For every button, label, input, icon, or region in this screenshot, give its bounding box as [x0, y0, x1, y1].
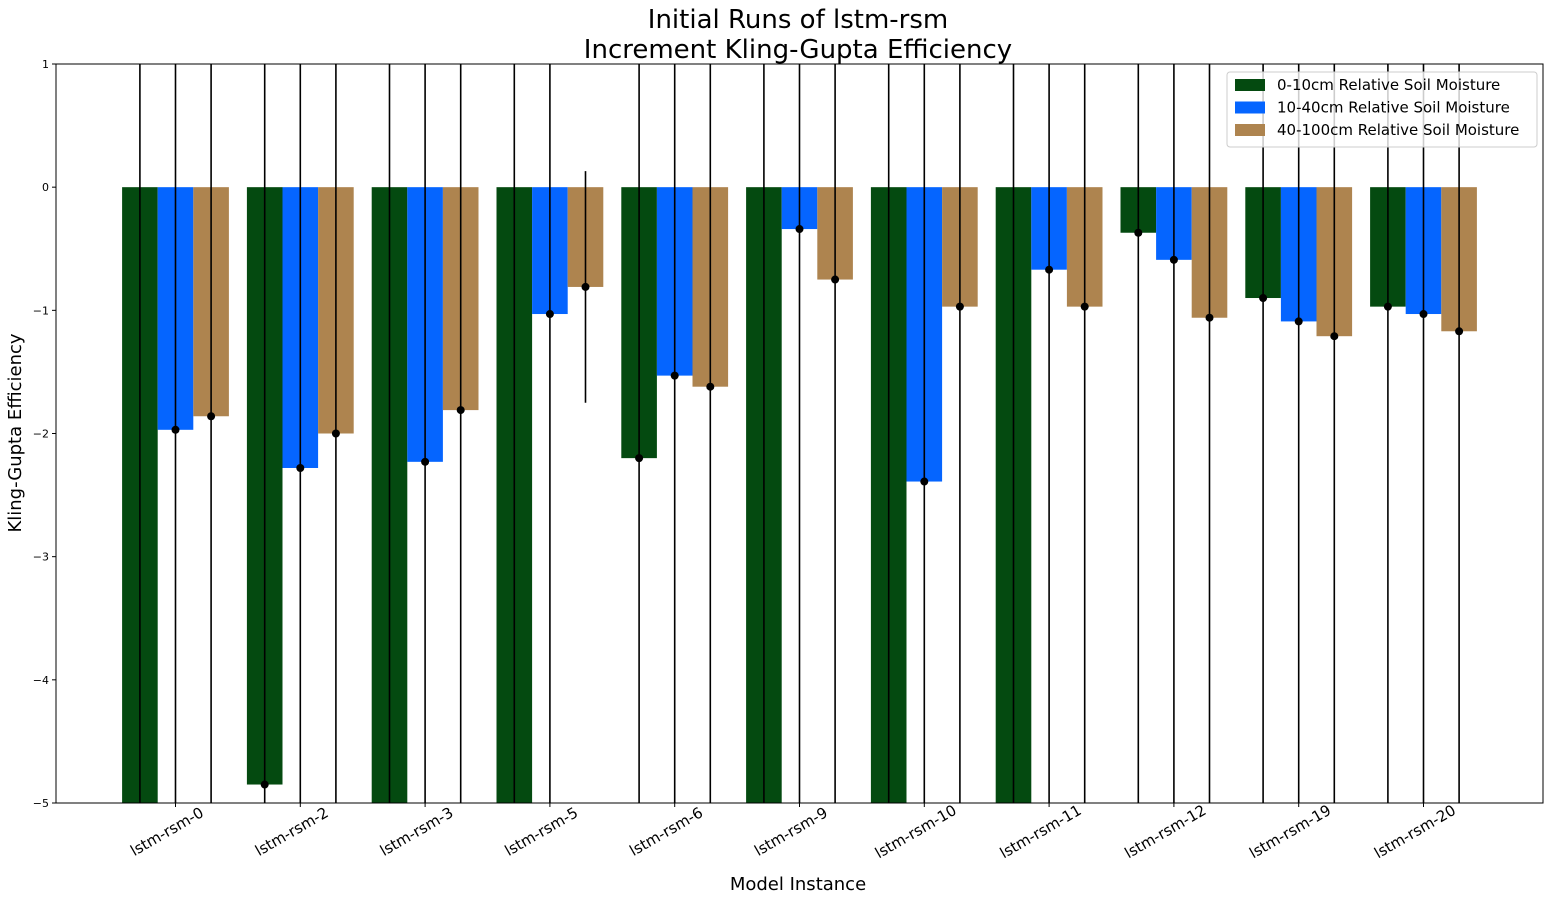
y-tick-label: −4: [33, 674, 49, 687]
mean-marker: [670, 371, 679, 380]
mean-marker: [1045, 265, 1054, 274]
mean-marker: [1383, 302, 1392, 311]
mean-marker: [545, 310, 554, 319]
mean-marker: [260, 780, 269, 789]
legend-entry-label: 0-10cm Relative Soil Moisture: [1277, 76, 1500, 94]
mean-marker: [296, 463, 305, 472]
y-tick-label: 1: [42, 58, 49, 71]
mean-marker: [1259, 294, 1268, 303]
y-tick-label: −2: [33, 428, 49, 441]
mean-marker: [1419, 310, 1428, 319]
mean-marker: [207, 412, 216, 421]
mean-marker: [1205, 313, 1214, 322]
y-tick-label: −3: [33, 551, 49, 564]
mean-marker: [955, 302, 964, 311]
mean-marker: [331, 429, 340, 438]
mean-marker: [1294, 317, 1303, 326]
legend: 0-10cm Relative Soil Moisture 10-40cm Rel…: [1226, 71, 1538, 148]
legend-entry-label: 10-40cm Relative Soil Moisture: [1277, 99, 1510, 117]
legend-frame: [1226, 71, 1538, 148]
x-axis-label: Model Instance: [730, 874, 866, 895]
legend-swatch: [1235, 124, 1265, 136]
y-tick-label: 0: [42, 181, 49, 194]
mean-marker: [1330, 332, 1339, 341]
mean-marker: [1080, 302, 1089, 311]
y-tick-label: −5: [33, 797, 49, 810]
legend-swatch: [1235, 101, 1265, 114]
mean-marker: [795, 225, 804, 234]
mean-marker: [1455, 327, 1464, 336]
mean-marker: [456, 406, 465, 415]
mean-marker: [1134, 228, 1143, 237]
errorbars-layer: [139, 64, 1464, 803]
mean-marker: [706, 382, 715, 391]
mean-marker: [581, 282, 590, 291]
legend-entry-label: 40-100cm Relative Soil Moisture: [1277, 121, 1519, 139]
mean-marker: [831, 275, 840, 284]
mean-marker: [920, 477, 929, 486]
chart-subtitle: Increment Kling-Gupta Efficiency: [584, 35, 1012, 65]
mean-marker: [171, 425, 180, 434]
mean-marker: [421, 457, 430, 466]
plot-area: [55, 63, 1544, 804]
mean-marker: [635, 454, 644, 463]
legend-swatch: [1235, 79, 1265, 91]
y-axis: 1 0 −1 −2 −3 −4 −5: [33, 58, 56, 810]
y-axis-label: Kling-Gupta Efficiency: [5, 333, 26, 532]
y-tick-label: −1: [33, 304, 49, 317]
chart-title: Initial Runs of lstm-rsm: [648, 5, 948, 35]
mean-marker: [1169, 255, 1178, 264]
